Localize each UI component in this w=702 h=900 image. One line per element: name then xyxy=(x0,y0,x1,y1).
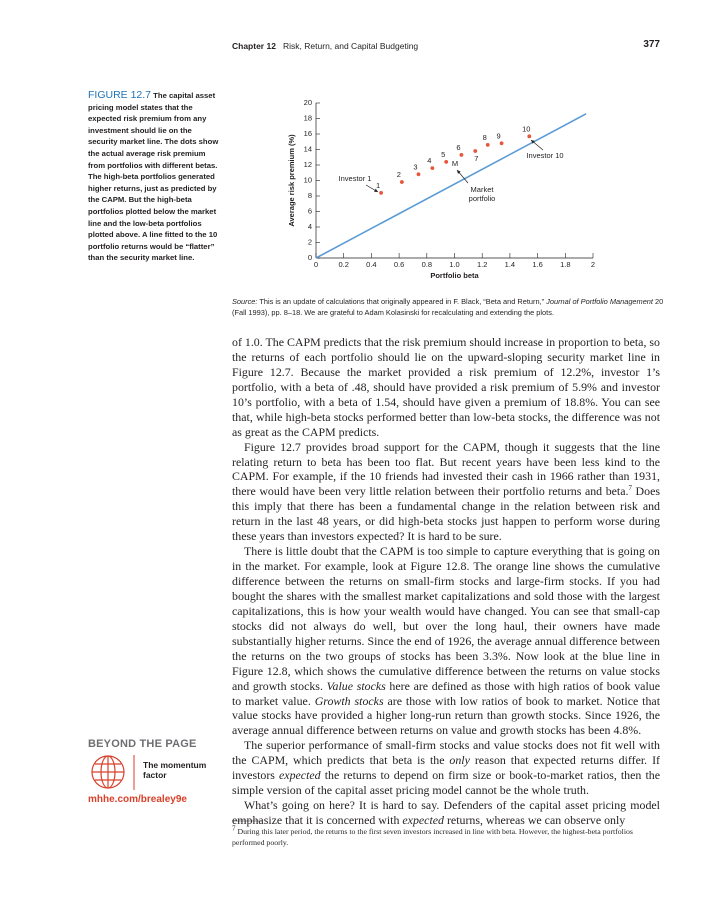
portfolio-point xyxy=(399,180,404,184)
running-head: Chapter 12 Risk, Return, and Capital Bud… xyxy=(232,41,418,51)
portfolio-point xyxy=(444,160,449,164)
portfolio-point xyxy=(416,172,421,177)
y-tick-label: 10 xyxy=(304,175,312,184)
x-tick-label: 1.0 xyxy=(449,260,459,269)
point-label: 8 xyxy=(483,133,487,142)
x-tick-label: 0 xyxy=(314,260,318,269)
italic-run: Value stocks xyxy=(326,678,386,693)
point-label: 6 xyxy=(456,143,460,152)
portfolio-point xyxy=(430,166,435,171)
point-label: 2 xyxy=(397,170,401,179)
x-tick-label: 1.6 xyxy=(532,260,542,269)
portfolio-point xyxy=(485,142,490,147)
footnote: 7 During this later period, the returns … xyxy=(232,824,662,848)
x-tick-label: 0.8 xyxy=(422,260,432,269)
arrow-head xyxy=(531,140,535,144)
sidebar-topic: The momentum factor xyxy=(143,760,207,780)
sup-run: 7 xyxy=(628,484,632,493)
x-tick-label: 0.2 xyxy=(338,260,348,269)
paragraph: There is little doubt that the CAPM is t… xyxy=(232,544,660,738)
annotation: Investor 1 xyxy=(339,174,372,183)
text-run: reason that expected returns differ. If … xyxy=(232,753,660,783)
sidebar-link[interactable]: mhhe.com/brealey9e xyxy=(88,794,187,805)
portfolio-point xyxy=(379,191,383,195)
figure-caption: FIGURE 12.7 The capital asset pricing mo… xyxy=(88,89,222,264)
text-run: are those with low ratios of book to mar… xyxy=(232,693,660,738)
y-tick-label: 2 xyxy=(308,237,312,246)
chapter: Chapter 12 xyxy=(232,41,276,51)
portfolio-point xyxy=(459,153,464,157)
chapter-title: Risk, Return, and Capital Budgeting xyxy=(283,41,419,51)
text-run: Figure 12.7 provides broad support for t… xyxy=(232,439,660,499)
text-run: Does this imply that there has been a fu… xyxy=(232,484,660,544)
x-tick-label: 1.8 xyxy=(560,260,570,269)
paragraph: of 1.0. The CAPM predicts that the risk … xyxy=(232,335,660,440)
text-run: the returns to depend on firm size or bo… xyxy=(232,768,660,798)
point-label: 3 xyxy=(413,162,417,171)
italic-run: Source: xyxy=(232,297,258,306)
text-run: During this later period, the returns to… xyxy=(232,827,633,847)
y-tick-label: 4 xyxy=(308,222,312,231)
figure-label: FIGURE 12.7 xyxy=(88,89,152,101)
point-label: 9 xyxy=(497,131,501,140)
annotation: M xyxy=(452,159,458,168)
text-run: of 1.0. The CAPM predicts that the risk … xyxy=(232,335,660,439)
text-run: here are defined as those with high rati… xyxy=(232,678,660,708)
point-label: 5 xyxy=(441,150,445,159)
sidebar-heading: BEYOND THE PAGE xyxy=(88,738,197,750)
figure-source: Source: This is an update of calculation… xyxy=(232,296,664,318)
y-tick-label: 16 xyxy=(304,129,312,138)
page-number: 377 xyxy=(643,39,660,50)
x-tick-label: 2 xyxy=(591,260,595,269)
y-tick-label: 8 xyxy=(308,191,312,200)
y-tick-label: 14 xyxy=(304,144,312,153)
body-text: of 1.0. The CAPM predicts that the risk … xyxy=(232,335,660,828)
y-tick-label: 0 xyxy=(308,253,312,262)
italic-run: expected xyxy=(402,813,444,827)
caption-text: The capital asset pricing model states t… xyxy=(88,91,219,263)
y-tick-label: 18 xyxy=(304,113,312,122)
paragraph: Figure 12.7 provides broad support for t… xyxy=(232,440,660,545)
text-run: 20 (Fall 1993), pp. 8–18. We are gratefu… xyxy=(232,297,664,317)
x-tick-label: 0.4 xyxy=(366,260,376,269)
portfolio-point xyxy=(527,134,532,139)
x-tick-label: 1.4 xyxy=(505,260,515,269)
text-run: This is an update of calculations that o… xyxy=(257,297,547,306)
security-market-line xyxy=(315,113,587,259)
italic-run: Journal of Portfolio Management xyxy=(546,297,653,306)
y-axis-label: Average risk premium (%) xyxy=(287,134,296,227)
x-tick-label: 1.2 xyxy=(477,260,487,269)
text-run: What’s going on here? It is hard to say.… xyxy=(232,798,660,827)
annotation: Investor 10 xyxy=(526,151,563,160)
y-tick-label: 6 xyxy=(308,206,312,215)
annotation: Market xyxy=(471,185,495,194)
point-label: 10 xyxy=(522,124,530,133)
arrow-head xyxy=(457,170,461,174)
italic-run: only xyxy=(449,753,470,768)
text-run: There is little doubt that the CAPM is t… xyxy=(232,544,660,693)
globe-icon xyxy=(91,755,125,789)
y-tick-label: 20 xyxy=(304,98,312,107)
annotation: portfolio xyxy=(469,194,496,203)
sup-run: 7 xyxy=(232,824,236,833)
text-run: The superior performance of small-firm s… xyxy=(232,738,660,768)
paragraph: What’s going on here? It is hard to say.… xyxy=(232,798,660,828)
y-tick-label: 12 xyxy=(304,160,312,169)
text-run: returns, whereas we can observe only xyxy=(443,813,626,827)
paragraph: The superior performance of small-firm s… xyxy=(232,738,660,798)
portfolio-point xyxy=(473,149,478,153)
x-axis-label: Portfolio beta xyxy=(430,271,479,280)
arrow-head xyxy=(374,188,378,192)
point-label: 1 xyxy=(376,181,380,190)
x-tick-label: 0.6 xyxy=(394,260,404,269)
point-label: 7 xyxy=(474,154,478,163)
point-label: 4 xyxy=(427,156,431,165)
portfolio-point xyxy=(499,141,504,146)
italic-run: Growth stocks xyxy=(314,693,384,708)
italic-run: expected xyxy=(279,768,321,783)
